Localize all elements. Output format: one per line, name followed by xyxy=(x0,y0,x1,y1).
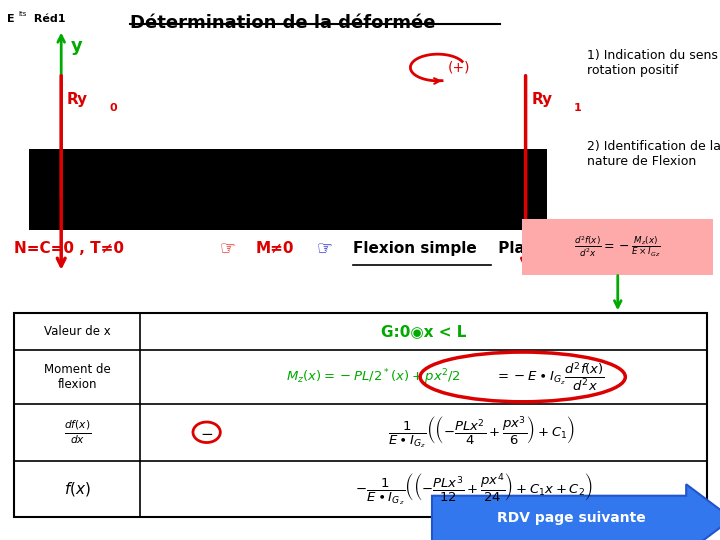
Text: $f(x)$: $f(x)$ xyxy=(64,480,91,498)
Text: Ry: Ry xyxy=(531,92,552,107)
Text: $\frac{d^2f(x)}{d^2x} = -\frac{M_z(x)}{E \times I_{Gz}}$: $\frac{d^2f(x)}{d^2x} = -\frac{M_z(x)}{E… xyxy=(575,235,661,259)
Text: 1) Indication du sens de
rotation positif: 1) Indication du sens de rotation positi… xyxy=(587,49,720,77)
Text: Ry: Ry xyxy=(67,92,88,107)
Text: (+): (+) xyxy=(448,60,470,75)
Text: $-$: $-$ xyxy=(200,425,213,440)
Text: x: x xyxy=(643,245,654,263)
Text: $\frac{df(x)}{dx}$: $\frac{df(x)}{dx}$ xyxy=(64,418,91,446)
Text: lts: lts xyxy=(19,11,27,17)
Text: Moment de
flexion: Moment de flexion xyxy=(44,363,111,391)
Text: Valeur de x: Valeur de x xyxy=(44,325,111,338)
Text: y: y xyxy=(71,37,82,55)
Text: $-\dfrac{1}{E \bullet I_{G_z}}\left(\left(-\dfrac{PLx^3}{12}+\dfrac{px^4}{24}\ri: $-\dfrac{1}{E \bullet I_{G_z}}\left(\lef… xyxy=(355,471,593,507)
Text: 3: 3 xyxy=(682,490,689,503)
Text: $M_z(x)= -PL/2^*(x)+px^2/2$: $M_z(x)= -PL/2^*(x)+px^2/2$ xyxy=(286,367,461,387)
Text: Réd1: Réd1 xyxy=(30,14,66,24)
Text: $\dfrac{1}{E \bullet I_{G_z}}\left(\left(-\dfrac{PLx^2}{4}+\dfrac{px^3}{6}\right: $\dfrac{1}{E \bullet I_{G_z}}\left(\left… xyxy=(388,415,575,450)
Text: RDV page suivante: RDV page suivante xyxy=(497,511,645,525)
Text: 2) Identification de la
nature de Flexion: 2) Identification de la nature de Flexio… xyxy=(587,140,720,168)
Text: 1: 1 xyxy=(574,103,582,113)
FancyBboxPatch shape xyxy=(432,484,720,540)
Text: $= -E \bullet I_{G_z}\dfrac{d^2f(x)}{d^2x}$: $= -E \bullet I_{G_z}\dfrac{d^2f(x)}{d^2… xyxy=(495,361,605,393)
Text: E: E xyxy=(7,14,15,24)
Text: ☞: ☞ xyxy=(317,239,333,258)
Text: Flexion simple: Flexion simple xyxy=(353,241,477,256)
Text: G:0◉x < L: G:0◉x < L xyxy=(381,324,467,339)
Text: N=C=0 , T≠0: N=C=0 , T≠0 xyxy=(14,241,125,256)
FancyBboxPatch shape xyxy=(14,313,707,517)
Text: Détermination de la déformée: Détermination de la déformée xyxy=(130,14,435,31)
FancyBboxPatch shape xyxy=(29,148,547,230)
Text: ☞: ☞ xyxy=(220,239,235,258)
FancyBboxPatch shape xyxy=(522,219,713,275)
Text: M≠0: M≠0 xyxy=(256,241,294,256)
Text: 0: 0 xyxy=(109,103,117,113)
Text: Plane: Plane xyxy=(493,241,546,256)
